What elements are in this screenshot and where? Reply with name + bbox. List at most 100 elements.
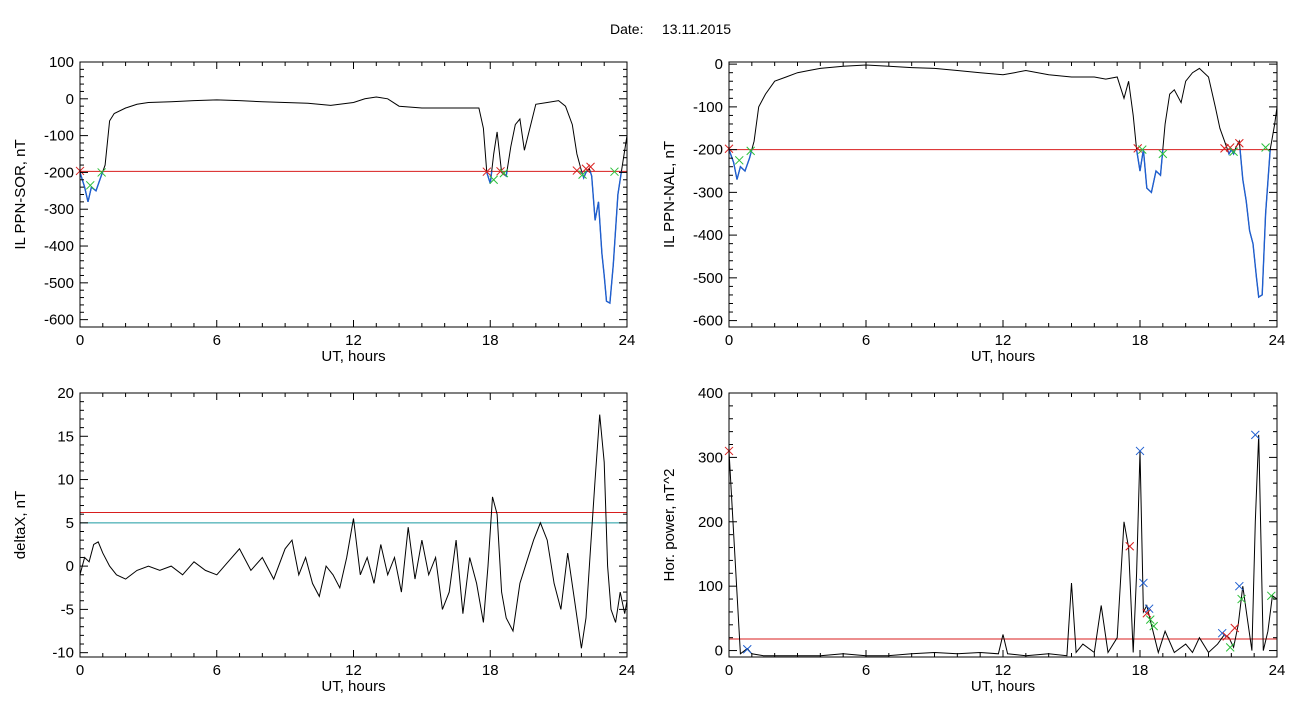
marker-12	[1230, 623, 1240, 633]
marker-stroke-b	[1250, 430, 1260, 440]
marker-stroke-b	[85, 180, 95, 190]
marker-4	[1137, 145, 1147, 154]
marker-stroke-b	[1234, 138, 1244, 148]
marker-stroke-b	[482, 167, 492, 177]
marker-9	[581, 164, 591, 174]
x-tick-label-4: 24	[1269, 332, 1286, 349]
plot-area	[80, 414, 627, 649]
marker-7	[572, 166, 582, 175]
y-tick-label-1: 300	[698, 449, 723, 466]
y-tick-label-3: 100	[698, 578, 723, 595]
marker-stroke-b	[1220, 143, 1229, 153]
y-tick-label-5: -400	[44, 238, 74, 255]
plot-area	[729, 434, 1277, 657]
y-tick-label-4: 0	[715, 643, 723, 660]
marker-stroke-b	[742, 644, 752, 654]
marker-stroke-b	[1149, 621, 1159, 631]
marker-stroke-b	[1133, 143, 1143, 153]
y-axis-label: IL PPN-NAL, nT	[661, 141, 678, 248]
plot-frame	[728, 392, 1278, 658]
x-tick-label-0: 0	[725, 662, 733, 679]
marker-stroke-b	[496, 166, 505, 176]
chart-hor-power: 0 6 12 18 24 400 300 200 100 0 UT, hours Hor. power…	[661, 385, 1285, 695]
x-tick-label-2: 12	[995, 332, 1012, 349]
x-tick-label-2: 12	[345, 332, 362, 349]
y-tick-label-5: -500	[693, 270, 723, 287]
marker-stroke-b	[746, 146, 756, 156]
x-tick-label-2: 12	[995, 662, 1012, 679]
marker-8	[578, 170, 587, 179]
marker-stroke-b	[489, 175, 499, 185]
x-tick-label-3: 18	[1132, 332, 1149, 349]
marker-stroke-b	[572, 166, 582, 175]
marker-stroke-b	[1144, 604, 1154, 614]
y-tick-label-4: 0	[66, 558, 74, 575]
marker-stroke-b	[499, 168, 509, 178]
y-tick-label-5: -5	[61, 601, 74, 618]
marker-14	[1237, 594, 1246, 604]
marker-11	[610, 167, 619, 177]
figure-title-label: Date:	[610, 21, 643, 37]
series-line-0	[80, 96, 627, 304]
marker-2	[97, 168, 107, 177]
y-tick-label-7: -600	[44, 312, 74, 329]
y-tick-label-1: 15	[57, 428, 74, 445]
marker-7	[1225, 143, 1235, 152]
y-tick-label-0: 0	[715, 56, 723, 73]
marker-10	[1261, 143, 1270, 152]
x-tick-label-2: 12	[345, 662, 362, 679]
marker-stroke-b	[1225, 642, 1235, 652]
marker-stroke-b	[1234, 581, 1244, 591]
marker-stroke-b	[1135, 446, 1145, 456]
marker-3	[482, 167, 492, 177]
marker-7	[1145, 615, 1155, 625]
y-tick-label-0: 400	[698, 385, 723, 402]
marker-stroke-b	[578, 170, 587, 179]
plot-frame	[728, 61, 1278, 328]
y-tick-label-4: -300	[44, 201, 74, 218]
x-tick-label-3: 18	[1132, 662, 1149, 679]
marker-stroke-b	[1145, 615, 1155, 625]
marker-9	[1217, 628, 1227, 638]
x-tick-label-1: 6	[213, 332, 221, 349]
marker-2	[746, 146, 756, 156]
x-tick-label-1: 6	[213, 662, 221, 679]
marker-10	[586, 162, 595, 172]
marker-5	[1158, 149, 1168, 159]
x-tick-label-1: 6	[862, 332, 870, 349]
series-below-threshold-0	[729, 149, 1271, 299]
marker-stroke-b	[610, 167, 619, 177]
series-below-threshold-0	[80, 171, 623, 305]
marker-1	[85, 180, 95, 190]
y-tick-label-1: -100	[693, 99, 723, 116]
marker-stroke-b	[1137, 145, 1147, 154]
chart-ppn-nal: 0 6 12 18 24 0 -100 -200 -300 -400 -500 -600 UT, hou…	[661, 56, 1285, 365]
marker-6	[499, 168, 509, 178]
x-tick-label-1: 6	[862, 662, 870, 679]
marker-11	[1225, 642, 1235, 652]
marker-stroke-b	[581, 164, 591, 174]
y-tick-label-6: -600	[693, 313, 723, 330]
marker-4	[1139, 578, 1148, 588]
chart-deltax: 0 6 12 18 24 20 15 10 5 0 -5 -10 UT, hours deltaX, nT	[12, 385, 635, 695]
y-tick-label-2: -100	[44, 128, 74, 145]
marker-stroke-b	[1266, 591, 1276, 601]
marker-8	[1229, 147, 1238, 157]
marker-stroke-b	[586, 162, 595, 172]
marker-stroke-b	[1225, 143, 1235, 152]
marker-3	[1135, 446, 1145, 456]
x-tick-label-4: 24	[1269, 662, 1286, 679]
y-tick-label-3: -200	[44, 164, 74, 181]
x-axis-label: UT, hours	[321, 348, 385, 365]
series-line-0	[729, 64, 1277, 298]
x-tick-label-3: 18	[482, 332, 499, 349]
series-line-0	[80, 414, 627, 649]
y-tick-label-0: 100	[49, 54, 74, 71]
x-tick-label-0: 0	[76, 662, 84, 679]
marker-8	[1149, 621, 1159, 631]
marker-stroke-b	[1217, 628, 1227, 638]
marker-stroke-b	[1139, 578, 1148, 588]
marker-stroke-b	[1261, 143, 1270, 152]
marker-9	[1234, 138, 1244, 148]
